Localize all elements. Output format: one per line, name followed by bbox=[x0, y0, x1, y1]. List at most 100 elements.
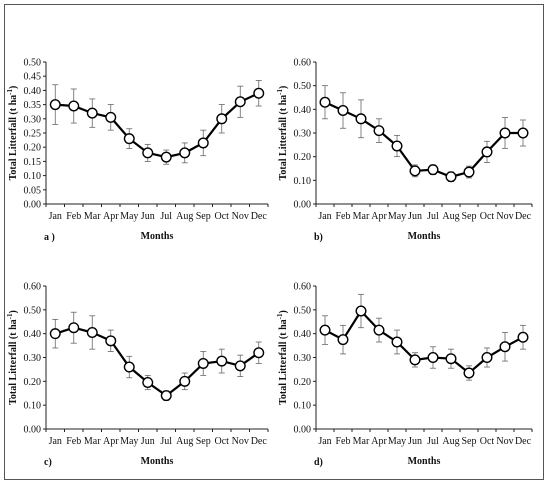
data-point bbox=[391, 336, 403, 348]
x-tick-label: Jan bbox=[49, 211, 62, 222]
x-tick-label: Dec bbox=[515, 211, 532, 222]
data-point bbox=[319, 96, 331, 108]
figure-frame bbox=[4, 4, 544, 480]
data-point bbox=[427, 164, 439, 176]
x-tick-label: Dec bbox=[515, 436, 532, 447]
x-tick-label: Feb bbox=[336, 211, 351, 222]
x-tick-label: Sep bbox=[196, 436, 211, 447]
y-tick-label: 0.60 bbox=[24, 282, 42, 293]
data-point bbox=[409, 165, 421, 177]
data-point bbox=[517, 127, 529, 139]
y-tick-label: 0.20 bbox=[294, 152, 312, 163]
data-point bbox=[86, 326, 98, 338]
data-point bbox=[391, 140, 403, 152]
x-tick-label: Feb bbox=[66, 436, 81, 447]
x-tick-label: May bbox=[120, 436, 138, 447]
data-point bbox=[123, 133, 135, 145]
x-tick-label: Sep bbox=[462, 211, 477, 222]
x-tick-label: Apr bbox=[371, 211, 387, 222]
y-tick-label: 0.40 bbox=[294, 105, 312, 116]
x-tick-label: Jul bbox=[427, 211, 439, 222]
x-tick-label: Nov bbox=[232, 436, 249, 447]
y-tick-label: 0.00 bbox=[294, 425, 312, 436]
x-tick-label: Sep bbox=[462, 436, 477, 447]
data-point bbox=[160, 390, 172, 402]
y-tick-label: 0.60 bbox=[294, 282, 312, 293]
x-tick-label: Dec bbox=[251, 436, 268, 447]
y-axis-label: Total Litterfall (t ha-1) bbox=[6, 86, 19, 181]
x-tick-label: Oct bbox=[215, 436, 230, 447]
data-point bbox=[427, 352, 439, 364]
x-tick-label: Nov bbox=[496, 436, 513, 447]
data-point bbox=[197, 137, 209, 149]
x-tick-label: May bbox=[388, 211, 406, 222]
x-tick-label: Jun bbox=[141, 436, 155, 447]
data-point bbox=[105, 111, 117, 123]
data-point bbox=[481, 352, 493, 364]
data-point bbox=[337, 334, 349, 346]
data-point bbox=[142, 147, 154, 159]
data-point bbox=[373, 324, 385, 336]
data-point bbox=[253, 347, 265, 359]
x-tick-label: May bbox=[120, 211, 138, 222]
panel-label: d) bbox=[314, 457, 323, 468]
data-point bbox=[319, 324, 331, 336]
y-tick-label: 0.35 bbox=[24, 100, 42, 111]
x-tick-label: May bbox=[388, 436, 406, 447]
data-point bbox=[216, 355, 228, 367]
data-point bbox=[216, 113, 228, 125]
x-axis-label: Months bbox=[141, 231, 174, 242]
x-tick-label: Jan bbox=[318, 211, 331, 222]
y-tick-label: 0.10 bbox=[294, 401, 312, 412]
x-tick-label: Jul bbox=[160, 211, 172, 222]
data-point bbox=[179, 147, 191, 159]
y-tick-label: 0.60 bbox=[294, 58, 312, 69]
data-point bbox=[160, 151, 172, 163]
data-point bbox=[373, 125, 385, 137]
data-point bbox=[49, 328, 61, 340]
data-point bbox=[463, 367, 475, 379]
data-point bbox=[409, 354, 421, 366]
x-tick-label: Mar bbox=[84, 211, 101, 222]
y-tick-label: 0.40 bbox=[294, 329, 312, 340]
x-tick-label: Aug bbox=[176, 436, 193, 447]
x-tick-label: Aug bbox=[442, 211, 459, 222]
data-point bbox=[337, 105, 349, 117]
data-point bbox=[463, 166, 475, 178]
data-point bbox=[234, 96, 246, 108]
y-tick-label: 0.50 bbox=[294, 305, 312, 316]
y-tick-label: 0.00 bbox=[24, 425, 42, 436]
data-point bbox=[179, 375, 191, 387]
y-tick-label: 0.50 bbox=[24, 305, 42, 316]
series-line bbox=[324, 309, 524, 375]
y-tick-label: 0.05 bbox=[24, 185, 42, 196]
y-tick-label: 0.25 bbox=[24, 129, 42, 140]
x-tick-label: Jul bbox=[160, 436, 172, 447]
x-tick-label: Apr bbox=[103, 436, 119, 447]
series-line bbox=[54, 326, 260, 397]
y-tick-label: 0.10 bbox=[294, 176, 312, 187]
y-tick-label: 0.40 bbox=[24, 86, 42, 97]
y-tick-label: 0.40 bbox=[24, 329, 42, 340]
y-axis-label: Total Litterfall (t ha-1) bbox=[276, 310, 289, 405]
y-tick-label: 0.10 bbox=[24, 171, 42, 182]
y-tick-label: 0.00 bbox=[24, 200, 42, 211]
x-tick-label: Jun bbox=[408, 211, 422, 222]
x-tick-label: Sep bbox=[196, 211, 211, 222]
x-tick-label: Oct bbox=[480, 211, 495, 222]
data-point bbox=[499, 341, 511, 353]
data-point bbox=[445, 353, 457, 365]
y-axis-label: Total Litterfall (t ha-1) bbox=[276, 86, 289, 181]
data-point bbox=[68, 100, 80, 112]
y-tick-label: 0.30 bbox=[24, 114, 42, 125]
x-tick-label: Nov bbox=[496, 211, 513, 222]
data-point bbox=[517, 331, 529, 343]
data-point bbox=[445, 171, 457, 183]
data-point bbox=[355, 305, 367, 317]
x-tick-label: Oct bbox=[215, 211, 230, 222]
data-point bbox=[105, 335, 117, 347]
data-point bbox=[499, 127, 511, 139]
x-tick-label: Aug bbox=[176, 211, 193, 222]
data-point bbox=[234, 360, 246, 372]
